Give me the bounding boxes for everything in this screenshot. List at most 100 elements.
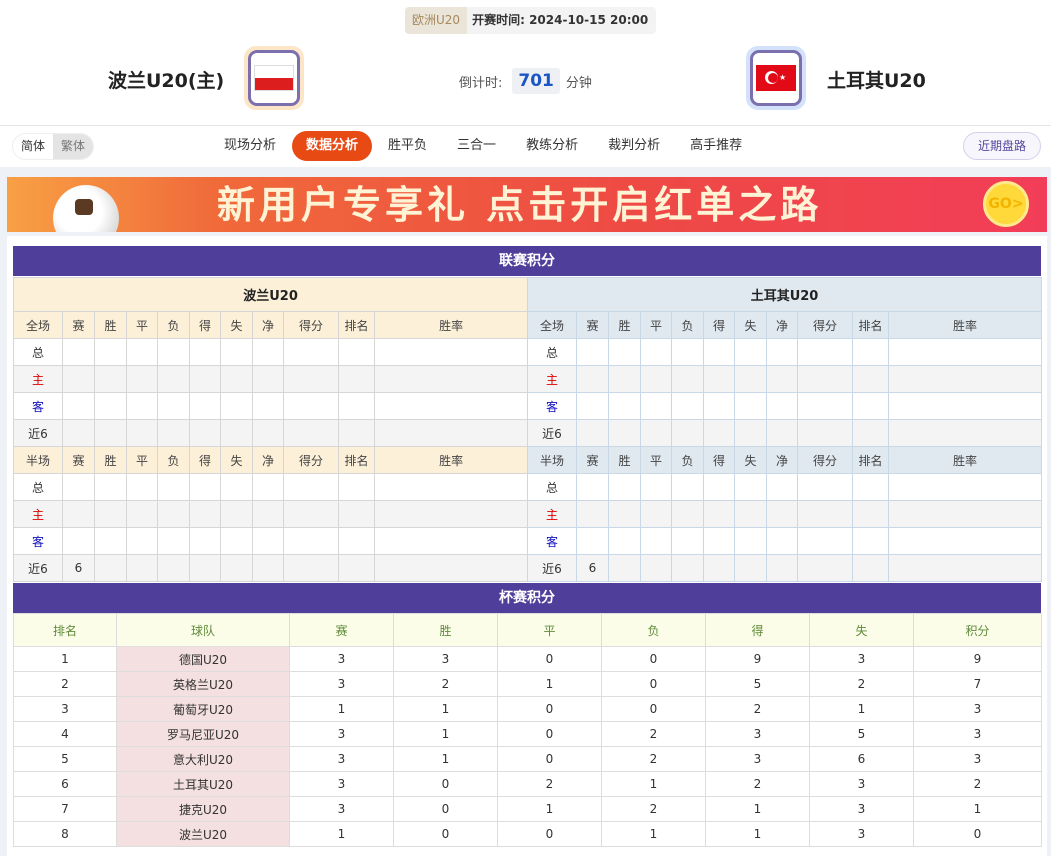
tab-2[interactable]: 胜平负 [388,138,428,153]
column-header: 排名 [852,446,889,474]
table-cell [157,554,190,582]
recent-trend-button[interactable]: 近期盘路 [962,132,1041,160]
away-team-flag[interactable]: ★ [746,46,806,110]
column-header: 胜 [94,446,127,474]
table-cell [338,527,375,555]
table-cell [283,338,339,366]
table-cell [338,473,375,501]
table-cell [734,365,767,393]
table-cell: 1 [913,796,1042,822]
column-header: 负 [671,446,704,474]
team-name-cell[interactable]: 葡萄牙U20 [116,696,290,722]
table-cell [852,500,889,528]
table-row: 近6 [13,419,529,447]
table-cell [283,365,339,393]
table-cell [94,419,127,447]
lang-simplified[interactable]: 简体 [13,134,54,159]
table-cell [62,419,95,447]
cup-standings-table: 排名 球队赛胜平负得失积分 1 德国U20 3 3 0 0 9 3 9 2 英格兰U20 3 2 1 0 5 2 7 3… [13,613,1042,847]
row-label: 客 [527,392,577,420]
table-cell [62,338,95,366]
column-header: 赛 [576,311,609,339]
column-header: 平 [640,311,672,339]
table-cell [734,473,767,501]
table-cell [373,527,529,555]
table-cell: 7 [913,671,1042,697]
column-header: 排名 [13,613,117,647]
table-row: 近6 [527,419,1043,447]
table-cell: 0 [497,696,602,722]
table-cell [608,338,641,366]
table-cell [703,527,735,555]
table-cell: 0 [497,746,602,772]
table-cell [94,338,127,366]
table-cell: 1 [13,646,117,672]
table-cell [220,392,253,420]
tab-6[interactable]: 高手推荐 [690,138,743,153]
column-header: 胜率 [373,446,529,474]
table-row: 总 [13,473,529,501]
tab-5[interactable]: 裁判分析 [608,138,661,153]
table-row: 6 土耳其U20 3 0 2 1 2 3 2 [13,771,1042,797]
tab-4[interactable]: 教练分析 [526,138,579,153]
table-row: 主 [527,500,1043,528]
table-cell [62,500,95,528]
table-cell [734,500,767,528]
kickoff-time: 2024-10-15 20:00 [529,13,649,27]
column-header: 负 [157,311,190,339]
home-team-name[interactable]: 波兰U20(主) [108,70,225,92]
table-cell: 1 [705,796,810,822]
tab-0[interactable]: 现场分析 [224,138,277,153]
table-cell: 1 [809,696,914,722]
team-name-cell[interactable]: 捷克U20 [116,796,290,822]
table-row: 8 波兰U20 1 0 0 1 1 3 0 [13,821,1042,847]
table-cell [766,500,798,528]
table-row: 4 罗马尼亚U20 3 1 0 2 3 5 3 [13,721,1042,747]
table-cell [62,473,95,501]
table-cell [94,500,127,528]
team-header-row: 土耳其U20 [526,277,1043,312]
team-name-cell[interactable]: 德国U20 [116,646,290,672]
league-name[interactable]: 欧洲U20 [405,7,468,34]
team-name-cell[interactable]: 罗马尼亚U20 [116,721,290,747]
team-name-cell[interactable]: 英格兰U20 [116,671,290,697]
table-cell [608,554,641,582]
table-row: 5 意大利U20 3 1 0 2 3 6 3 [13,746,1042,772]
team-name-cell[interactable]: 意大利U20 [116,746,290,772]
table-cell: 3 [809,796,914,822]
row-label: 总 [13,473,63,501]
go-button[interactable]: GO> [983,181,1029,227]
away-team-name[interactable]: 土耳其U20 [827,70,926,92]
column-header: 排名 [852,311,889,339]
tab-3[interactable]: 三合一 [457,138,497,153]
table-cell: 2 [393,671,498,697]
table-cell [283,473,339,501]
team-name-cell[interactable]: 土耳其U20 [116,771,290,797]
team-name-cell[interactable]: 波兰U20 [116,821,290,847]
row-label: 主 [527,365,577,393]
table-cell [189,473,221,501]
table-cell [220,527,253,555]
table-cell [703,473,735,501]
table-cell: 1 [393,696,498,722]
table-cell [852,527,889,555]
table-cell: 2 [601,721,706,747]
promo-banner[interactable]: 新用户专享礼 点击开启红单之路 GO> [7,177,1047,232]
table-cell [608,500,641,528]
table-cell: 2 [913,771,1042,797]
team-header: 土耳其U20 [526,277,1043,312]
row-label: 客 [13,527,63,555]
banner-text: 新用户专享礼 点击开启红单之路 [217,183,823,227]
table-cell [887,554,1043,582]
lang-traditional[interactable]: 繁体 [53,134,94,159]
home-team-flag[interactable] [244,46,304,110]
table-cell [576,392,609,420]
table-cell: 3 [809,646,914,672]
table-cell [640,419,672,447]
table-cell: 2 [705,696,810,722]
table-cell: 0 [393,796,498,822]
tab-1[interactable]: 数据分析 [292,131,373,161]
table-cell [671,365,704,393]
table-cell [338,500,375,528]
table-cell [252,473,284,501]
